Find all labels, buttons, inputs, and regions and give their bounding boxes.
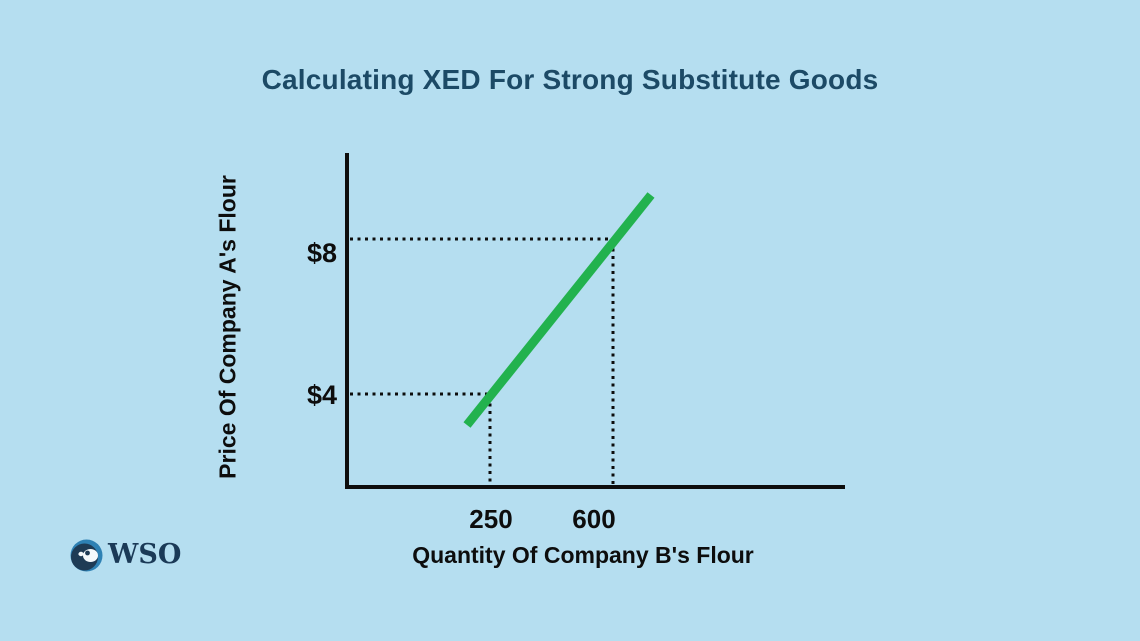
y-axis-title: Price Of Company A's Flour [214,175,241,479]
wso-logo: WSO [70,538,181,572]
y-tick-label-4: $4 [306,380,337,410]
wso-logo-text: WSO [108,539,182,570]
x-tick-label-250: 250 [469,504,513,534]
chart-title: Calculating XED For Strong Substitute Go… [261,64,879,95]
y-tick-label-8: $8 [306,238,337,268]
wso-monkey-icon [70,539,103,571]
x-tick-label-600: 600 [572,504,616,534]
x-axis-title: Quantity Of Company B's Flour [412,542,754,568]
xed-data-line [463,192,655,428]
